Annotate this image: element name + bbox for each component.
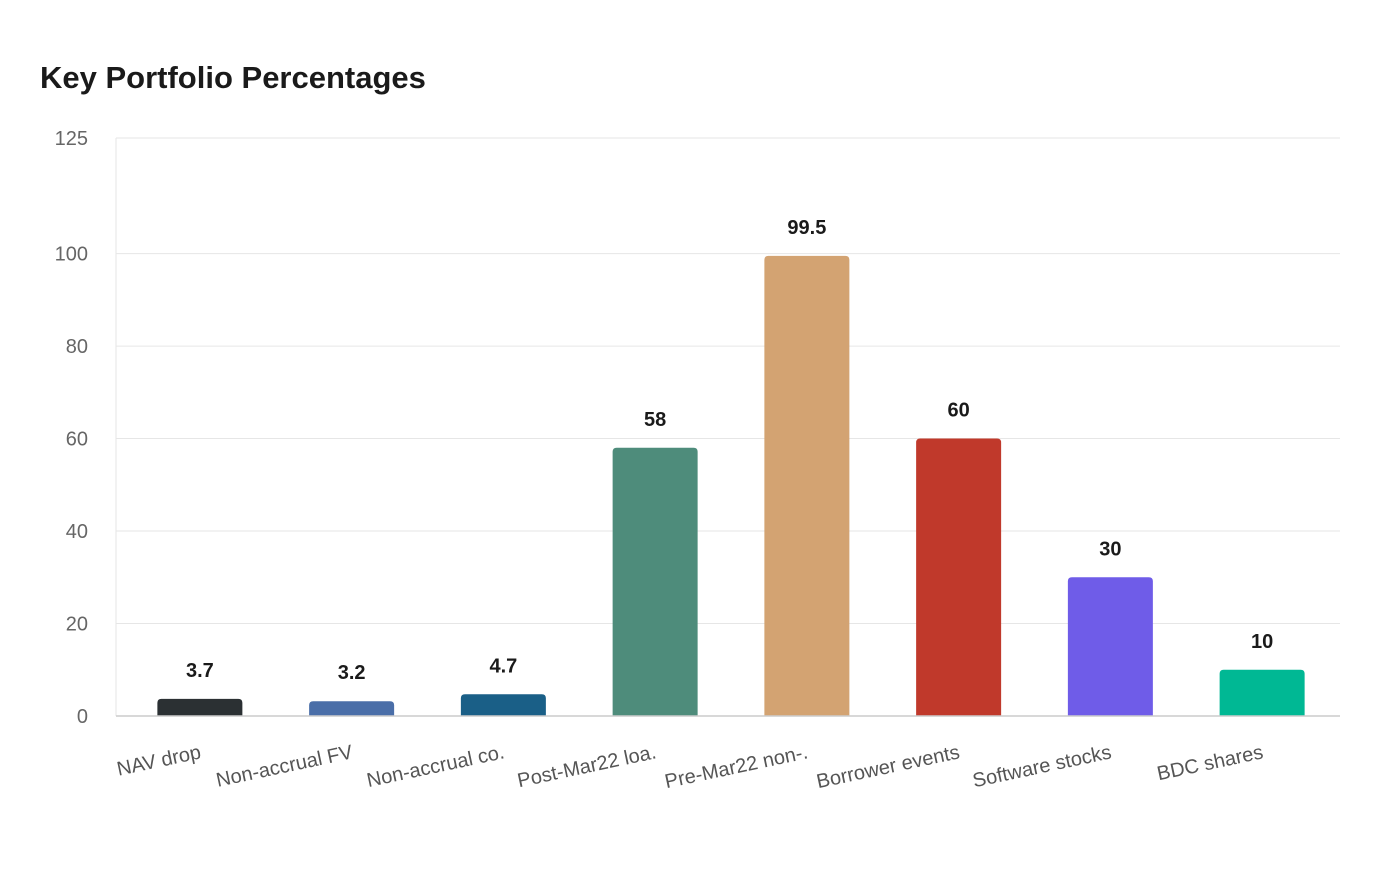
axes: [115, 138, 1340, 717]
data-label: 30: [1099, 538, 1121, 560]
y-axis-ticks: 0 20 40 60 80 100 125: [55, 128, 88, 728]
bar: [309, 701, 395, 716]
bar: [612, 447, 698, 716]
x-category-label: Borrower events: [815, 741, 962, 793]
x-category-label: Pre-Mar22 non-.: [663, 741, 810, 793]
data-label: 3.2: [338, 662, 366, 684]
bar: [764, 255, 850, 717]
x-axis-categories: NAV drop Non-accrual FV Non-accrual co. Pos…: [115, 741, 1265, 793]
y-tick-label: 20: [66, 614, 88, 636]
bar: [1067, 577, 1153, 716]
y-tick-label: 0: [77, 706, 88, 728]
data-label: 10: [1251, 631, 1273, 653]
y-tick-label: 125: [55, 128, 88, 150]
chart-title: Key Portfolio Percentages: [40, 60, 426, 95]
x-category-label: Non-accrual co.: [365, 741, 507, 792]
grid-layer: [116, 137, 1340, 625]
y-tick-label: 80: [66, 336, 88, 358]
x-category-label: NAV drop: [115, 741, 203, 780]
bar: [460, 694, 546, 716]
x-category-label: Software stocks: [971, 741, 1114, 792]
x-category-label: Post-Mar22 loa.: [516, 741, 659, 792]
y-tick-label: 40: [66, 521, 88, 543]
data-label: 99.5: [787, 217, 826, 239]
x-category-label: Non-accrual FV: [214, 741, 355, 792]
bar: [916, 438, 1002, 716]
y-tick-label: 60: [66, 429, 88, 451]
bars: [157, 255, 1305, 717]
data-labels: 3.7 3.2 4.7 58 99.5 60 30 10: [186, 217, 1273, 684]
y-tick-label: 100: [55, 244, 88, 266]
data-label: 3.7: [186, 660, 214, 682]
data-label: 60: [948, 400, 970, 422]
bar: [1219, 669, 1305, 716]
x-category-label: BDC shares: [1155, 741, 1265, 785]
data-label: 4.7: [489, 655, 517, 677]
data-label: 58: [644, 409, 666, 431]
bar: [157, 698, 243, 716]
